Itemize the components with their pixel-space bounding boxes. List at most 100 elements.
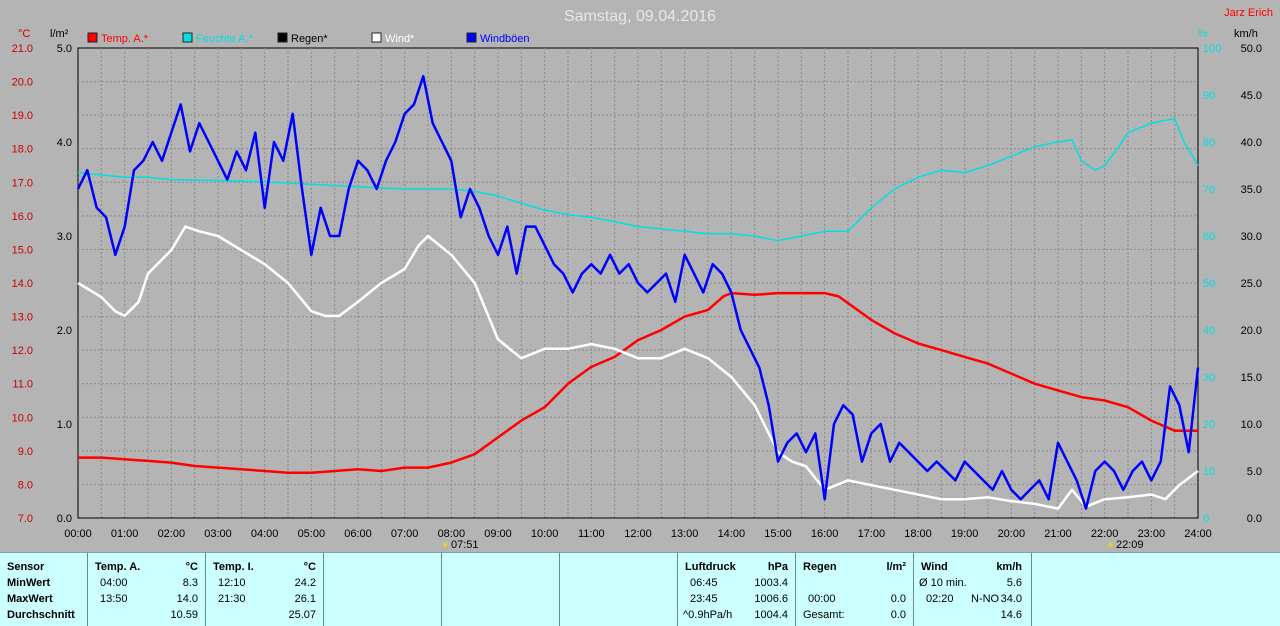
x-tick-label: 21:00 — [1044, 528, 1072, 540]
temp-i-max-val: 26.1 — [294, 593, 316, 605]
x-tick-label: 09:00 — [484, 528, 512, 540]
rain-total-label: Gesamt: — [803, 609, 845, 621]
legend-swatch — [277, 32, 288, 43]
temp-a-avg-val: 10.59 — [170, 609, 198, 621]
x-tick-label: 24:00 — [1184, 528, 1212, 540]
wind-tick-label: 50.0 — [1241, 43, 1262, 55]
wind-max-dir: N-NO — [971, 593, 1000, 605]
x-axis: 00:00 01:00 02:00 03:00 04:00 05:00 06:00 07:00… — [64, 528, 1212, 540]
temp-a-unit: °C — [185, 561, 198, 573]
empty-column-3 — [560, 553, 678, 626]
humidity-tick-label: 70 — [1203, 184, 1215, 196]
wind-unit-label: km/h — [1234, 28, 1258, 40]
temp-i-unit: °C — [303, 561, 316, 573]
grid — [77, 47, 1199, 519]
series-line-feuchte-a — [77, 117, 1199, 242]
series-layer — [76, 74, 1200, 519]
temp-tick-label: 21.0 — [12, 43, 33, 55]
wind-header: Wind — [921, 561, 948, 573]
rain-tick-label: 0.0 — [57, 513, 72, 525]
temp-tick-label: 13.0 — [12, 312, 33, 324]
wind-avg-label: Ø 10 min. — [919, 577, 967, 589]
humidity-tick-label: 80 — [1203, 137, 1215, 149]
temp-a-header: Temp. A. — [95, 561, 141, 573]
x-tick-label: 22:00 — [1091, 528, 1119, 540]
wind-max-time: 02:20 — [926, 593, 954, 605]
rain-max-val: 0.0 — [890, 593, 906, 605]
sunset-marker: ☀ 22:09 — [1106, 539, 1144, 551]
x-tick-label: 04:00 — [251, 528, 279, 540]
sunrise-icon: ☀ — [441, 540, 450, 551]
row-label-avg: Durchschnitt — [7, 609, 75, 621]
wind-unit: km/h — [996, 561, 1022, 573]
legend-swatch — [466, 32, 477, 43]
legend-label: Windböen — [480, 33, 530, 45]
x-tick-label: 02:00 — [158, 528, 186, 540]
temp-tick-label: 7.0 — [18, 513, 33, 525]
pressure-unit: hPa — [767, 561, 788, 573]
empty-column-1 — [324, 553, 442, 626]
rain-tick-label: 2.0 — [57, 325, 72, 337]
rain-tick-label: 5.0 — [57, 43, 72, 55]
temp-tick-label: 20.0 — [12, 77, 33, 89]
series-line-windb-en — [76, 74, 1200, 510]
temp-tick-label: 8.0 — [18, 479, 33, 491]
rain-column: Regen l/m² 00:00 0.0 Gesamt: 0.0 — [796, 553, 914, 626]
humidity-tick-label: 40 — [1203, 325, 1215, 337]
temp-tick-label: 19.0 — [12, 110, 33, 122]
legend: Temp. A.* Feuchte A.* Regen* Wind* Windböen — [87, 32, 530, 45]
rain-max-time: 00:00 — [808, 593, 836, 605]
rain-total-val: 0.0 — [890, 609, 906, 621]
pressure-min-time: 06:45 — [690, 577, 718, 589]
sunset-time: 22:09 — [1116, 539, 1144, 551]
temp-i-max-time: 21:30 — [218, 593, 246, 605]
temp-tick-label: 12.0 — [12, 345, 33, 357]
temp-a-min-time: 04:00 — [100, 577, 128, 589]
rain-unit: l/m² — [886, 561, 906, 573]
sensor-column: Sensor MinWert MaxWert Durchschnitt — [0, 553, 88, 626]
temp-i-header: Temp. I. — [213, 561, 254, 573]
temp-unit-label: °C — [18, 28, 30, 40]
humidity-tick-label: 10 — [1203, 466, 1215, 478]
wind-column: Wind km/h Ø 10 min. 5.6 02:20 N-NO 34.0 … — [914, 553, 1032, 626]
empty-column-2 — [442, 553, 560, 626]
sensor-header: Sensor — [7, 561, 45, 573]
pressure-header: Luftdruck — [685, 561, 736, 573]
x-tick-label: 23:00 — [1138, 528, 1166, 540]
legend-swatch — [371, 32, 382, 43]
wind-max-val: 34.0 — [1000, 593, 1022, 605]
wind-tick-label: 0.0 — [1247, 513, 1262, 525]
temp-tick-label: 15.0 — [12, 244, 33, 256]
temp-i-column: Temp. I. °C 12:10 24.2 21:30 26.1 25.07 — [206, 553, 324, 626]
left-axes: 21.0 20.0 19.0 18.0 17.0 16.0 15.0 14.0 13.0 12.0… — [12, 43, 72, 525]
wind-tick-label: 5.0 — [1247, 466, 1262, 478]
x-tick-label: 13:00 — [671, 528, 699, 540]
legend-swatch — [87, 32, 98, 43]
sunrise-marker: ☀ 07:51 — [441, 539, 479, 551]
x-tick-label: 19:00 — [951, 528, 979, 540]
x-tick-label: 20:00 — [998, 528, 1026, 540]
x-tick-label: 15:00 — [764, 528, 792, 540]
temp-tick-label: 11.0 — [12, 379, 33, 391]
x-tick-label: 14:00 — [718, 528, 746, 540]
legend-label: Temp. A.* — [101, 33, 149, 45]
pressure-trend-val: 1004.4 — [754, 609, 788, 621]
rain-unit-label: l/m² — [50, 28, 69, 40]
pressure-max-time: 23:45 — [690, 593, 718, 605]
x-tick-label: 11:00 — [578, 528, 605, 540]
statistics-table: Sensor MinWert MaxWert Durchschnitt Temp… — [0, 552, 1280, 626]
temp-a-max-val: 14.0 — [176, 593, 198, 605]
series-line-temp-a — [78, 291, 1198, 474]
humidity-unit-label: % — [1198, 28, 1208, 40]
pressure-trend: ^0.9hPa/h — [683, 609, 733, 621]
temp-a-column: Temp. A. °C 04:00 8.3 13:50 14.0 10.59 — [88, 553, 206, 626]
temp-a-max-time: 13:50 — [100, 593, 128, 605]
wind-tick-label: 20.0 — [1241, 325, 1262, 337]
x-tick-label: 08:00 — [438, 528, 466, 540]
rain-tick-label: 3.0 — [57, 231, 72, 243]
row-label-min: MinWert — [7, 577, 51, 589]
x-tick-label: 12:00 — [624, 528, 652, 540]
wind-tick-label: 30.0 — [1241, 231, 1262, 243]
row-label-max: MaxWert — [7, 593, 53, 605]
series-line-wind — [77, 225, 1199, 510]
